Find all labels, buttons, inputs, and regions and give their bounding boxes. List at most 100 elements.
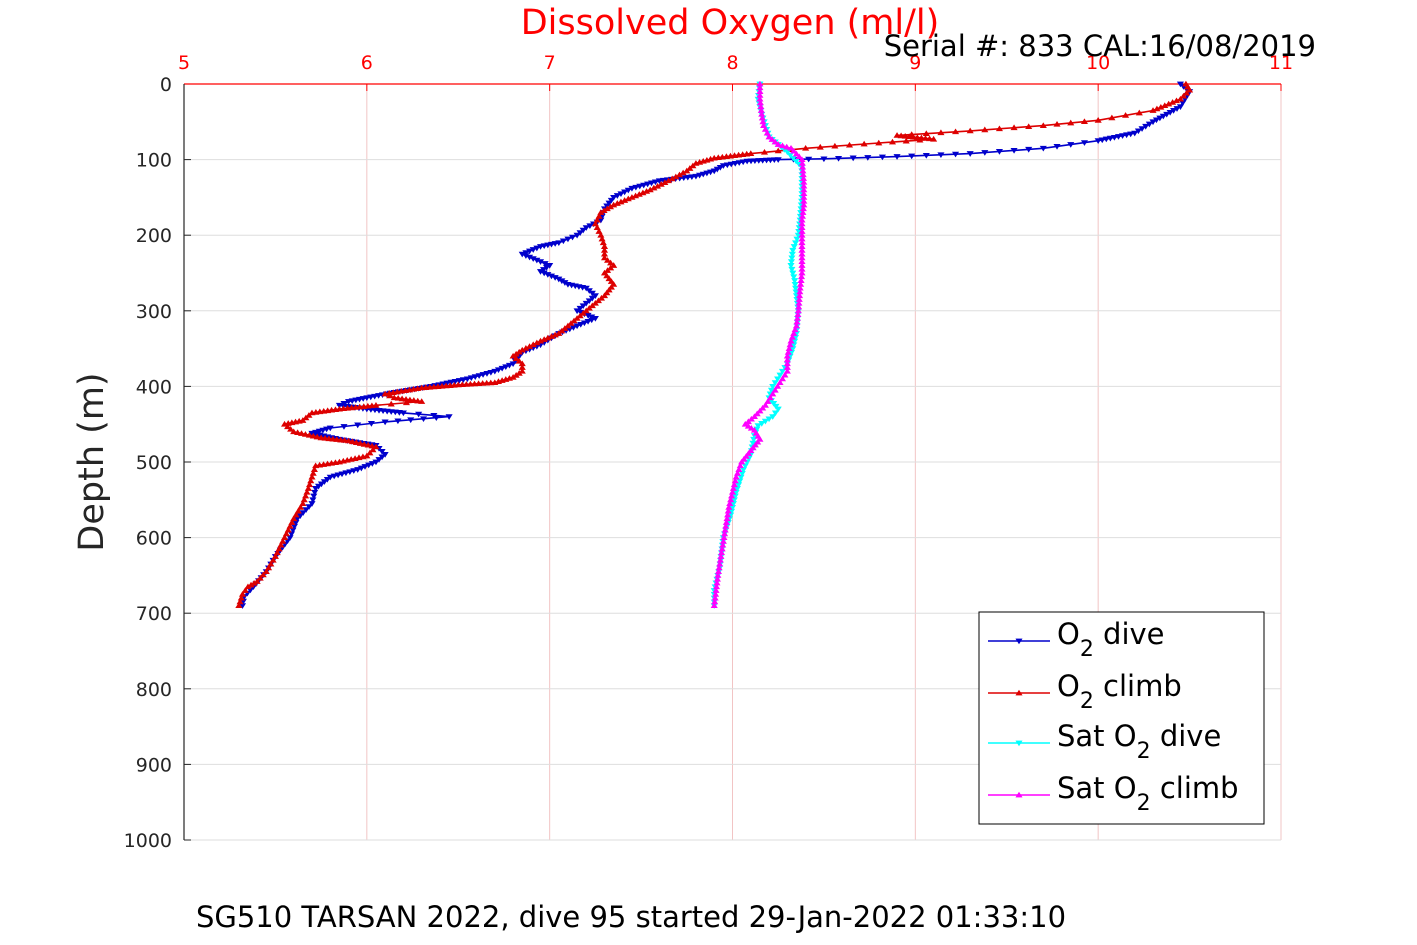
data-marker	[712, 583, 721, 590]
data-marker	[366, 449, 374, 456]
data-marker	[798, 243, 806, 249]
data-marker	[564, 236, 572, 243]
y-axis-label: Depth (m)	[72, 372, 112, 551]
data-marker	[793, 315, 801, 321]
data-marker	[760, 148, 769, 155]
data-marker	[536, 259, 545, 265]
data-marker	[717, 549, 726, 556]
data-marker	[758, 110, 766, 117]
data-marker	[787, 259, 796, 265]
data-marker	[1184, 83, 1192, 90]
data-marker	[1025, 146, 1033, 153]
data-marker	[790, 244, 798, 250]
data-marker	[305, 504, 313, 510]
data-marker	[754, 423, 762, 429]
data-marker	[798, 220, 806, 227]
data-marker	[786, 152, 794, 159]
legend-label-subscript: 2	[1080, 689, 1094, 714]
data-marker	[599, 239, 607, 246]
data-marker	[758, 114, 766, 121]
y-tick-label: 900	[136, 754, 172, 776]
data-marker	[798, 269, 806, 276]
data-marker	[794, 307, 802, 314]
data-marker	[747, 447, 755, 454]
data-marker	[791, 278, 799, 284]
data-marker	[354, 422, 362, 429]
data-marker	[1135, 109, 1143, 116]
legend-label-prefix: O	[1057, 669, 1080, 703]
data-marker	[952, 128, 960, 135]
data-marker	[875, 139, 883, 146]
data-marker	[267, 560, 275, 567]
data-marker	[790, 147, 798, 154]
data-marker	[256, 574, 264, 581]
data-marker	[307, 477, 315, 484]
data-marker	[784, 349, 792, 355]
data-marker	[277, 541, 285, 548]
data-marker	[787, 337, 795, 344]
data-marker	[756, 99, 764, 106]
data-marker	[312, 486, 320, 492]
data-marker	[367, 421, 375, 427]
data-marker	[783, 352, 791, 359]
data-marker	[765, 133, 773, 140]
data-marker	[1053, 143, 1061, 150]
data-marker	[788, 266, 796, 273]
data-marker	[771, 380, 779, 386]
data-marker	[719, 538, 727, 544]
data-marker	[802, 144, 810, 151]
data-marker	[308, 473, 316, 480]
data-marker	[607, 278, 615, 284]
series-markers-sat-o2-climb	[710, 80, 808, 609]
data-marker	[849, 155, 857, 162]
data-marker	[1122, 112, 1130, 118]
data-marker	[736, 462, 744, 469]
legend-label-o2-climb: O2 climb	[1057, 669, 1182, 714]
data-marker	[759, 118, 767, 125]
x-tick-label: 11	[1269, 52, 1293, 74]
serial-calibration-label: Serial #: 833 CAL:16/08/2019	[884, 29, 1316, 63]
data-marker	[845, 141, 854, 148]
data-marker	[310, 493, 318, 500]
data-marker	[774, 406, 782, 413]
data-marker	[761, 126, 769, 132]
data-marker	[738, 470, 746, 477]
data-marker	[756, 436, 764, 442]
y-tick-label: 800	[136, 679, 172, 701]
legend-marker	[1015, 689, 1023, 696]
data-marker	[738, 458, 746, 465]
data-marker	[798, 216, 806, 223]
y-tick-label: 1000	[124, 830, 172, 852]
data-marker	[788, 251, 796, 258]
data-marker	[799, 209, 807, 215]
data-marker	[1179, 92, 1188, 99]
data-marker	[893, 154, 901, 160]
data-marker	[309, 470, 317, 476]
data-marker	[786, 341, 794, 348]
data-marker	[1186, 86, 1194, 93]
data-marker	[771, 386, 779, 393]
data-marker	[600, 292, 609, 299]
data-marker	[754, 433, 762, 439]
data-marker	[311, 489, 319, 496]
data-marker	[432, 415, 440, 421]
data-marker	[816, 143, 824, 150]
data-marker	[1067, 142, 1075, 148]
data-marker	[568, 234, 577, 241]
data-marker	[792, 289, 800, 296]
data-marker	[878, 154, 886, 161]
data-marker	[1094, 138, 1102, 144]
data-marker	[607, 197, 615, 204]
data-marker	[769, 390, 777, 397]
data-marker	[798, 235, 806, 242]
data-marker	[774, 383, 782, 389]
data-marker	[275, 545, 283, 552]
data-marker	[783, 356, 791, 363]
legend-label-sat-o2-dive: Sat O2 dive	[1057, 719, 1221, 764]
data-marker	[381, 419, 389, 426]
data-marker	[740, 455, 748, 462]
data-marker	[310, 466, 318, 472]
data-marker	[771, 410, 780, 417]
data-marker	[800, 201, 808, 208]
